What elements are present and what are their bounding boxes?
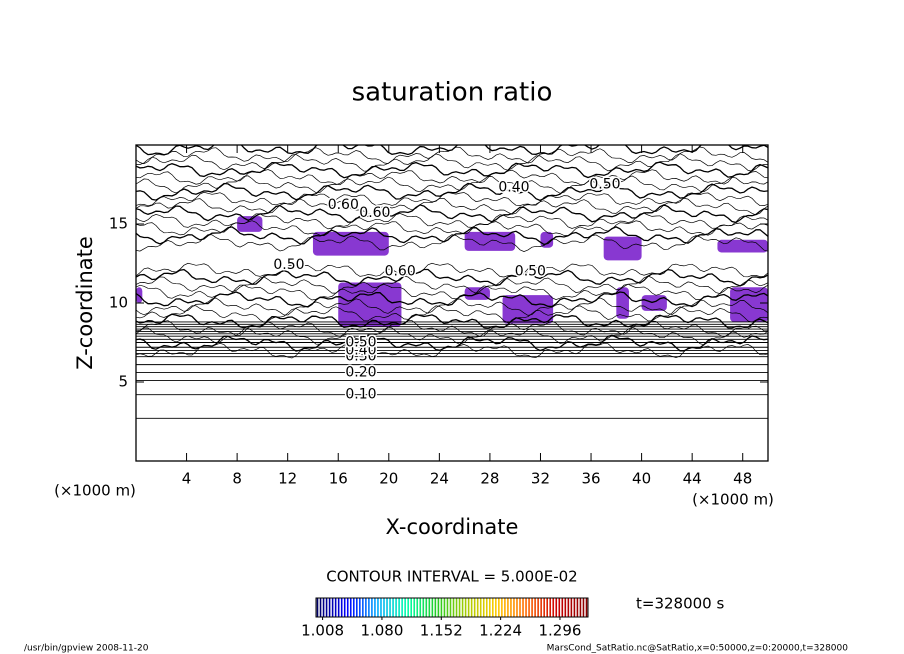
contour-decoration — [136, 153, 768, 172]
y-unit: (×1000 m) — [54, 482, 136, 500]
colorbar-tick-label: 1.152 — [420, 622, 463, 640]
x-tick-label: 16 — [329, 470, 348, 488]
contour-label: 0.30 — [345, 349, 376, 365]
footer-left: /usr/bin/gpview 2008-11-20 — [24, 644, 149, 654]
contour-label: 0.20 — [345, 365, 376, 381]
colorbar-tick-label: 1.080 — [360, 622, 403, 640]
colorbar-tick-label: 1.224 — [479, 622, 522, 640]
shaded-region — [338, 282, 402, 327]
shaded-region — [717, 239, 768, 253]
contour-label: 0.50 — [273, 257, 304, 273]
chart-title: saturation ratio — [352, 78, 553, 108]
contour-decoration — [136, 291, 768, 308]
colorbar-tick-label: 1.296 — [538, 622, 581, 640]
contour-label: 0.50 — [515, 263, 546, 279]
contour-decoration — [136, 275, 768, 294]
shaded-region — [237, 216, 263, 232]
x-tick-label: 32 — [531, 470, 550, 488]
contour-label: 0.50 — [589, 177, 620, 193]
x-tick-label: 20 — [379, 470, 398, 488]
contour-decoration — [136, 204, 768, 224]
contour-decoration — [136, 268, 768, 287]
time-label: t=328000 s — [636, 595, 724, 613]
shaded-region — [502, 295, 554, 324]
contour-label: 0.60 — [385, 263, 416, 279]
contour-decoration — [136, 145, 768, 156]
contour-decoration — [136, 226, 768, 246]
x-tick-label: 4 — [182, 470, 192, 488]
contour-label: 0.50 — [345, 335, 376, 351]
contour-label: 0.60 — [328, 197, 359, 213]
contour-decoration — [136, 175, 768, 194]
contour-decoration — [136, 146, 768, 165]
colorbar-frame — [315, 597, 589, 618]
x-tick-label: 8 — [232, 470, 242, 488]
shaded-region — [603, 236, 642, 261]
contour-label: 0.60 — [359, 205, 390, 221]
contour-decoration — [136, 297, 768, 316]
x-tick-label: 44 — [683, 470, 702, 488]
footer-right: MarsCond_SatRatio.nc@SatRatio,x=0:50000,… — [547, 644, 849, 654]
x-axis-label: X-coordinate — [386, 515, 519, 539]
contour-label: 0.40 — [498, 180, 529, 196]
contour-decoration — [136, 197, 768, 216]
colorbar-tick-label: 1.008 — [301, 622, 344, 640]
x-unit: (×1000 m) — [692, 491, 774, 509]
contour-label: 0.40 — [345, 342, 376, 358]
contour-label: 0.10 — [345, 387, 376, 403]
x-tick-label: 28 — [480, 470, 499, 488]
x-tick-label: 24 — [430, 470, 449, 488]
x-tick-label: 48 — [733, 470, 752, 488]
y-tick-label: 15 — [109, 215, 128, 233]
contour-decoration — [136, 161, 768, 179]
plot-area: 0.100.200.300.400.500.40 0.500.60 0.600.50… — [136, 145, 768, 419]
contour-interval: CONTOUR INTERVAL = 5.000E-02 — [326, 568, 577, 586]
x-tick-label: 40 — [632, 470, 651, 488]
y-tick-label: 10 — [109, 294, 128, 312]
y-axis-label: Z-coordinate — [73, 236, 97, 370]
contour-decoration — [136, 283, 768, 301]
contour-decoration — [136, 220, 768, 237]
contour-decoration — [136, 169, 768, 186]
contour-decoration — [136, 334, 768, 352]
contour-decoration — [136, 262, 768, 278]
x-tick-label: 12 — [278, 470, 297, 488]
contour-decoration — [136, 234, 768, 252]
contour-decoration — [136, 191, 768, 207]
shaded-region — [312, 231, 389, 256]
y-tick-label: 5 — [118, 373, 128, 391]
x-tick-label: 36 — [581, 470, 600, 488]
contour-decoration — [136, 182, 768, 202]
